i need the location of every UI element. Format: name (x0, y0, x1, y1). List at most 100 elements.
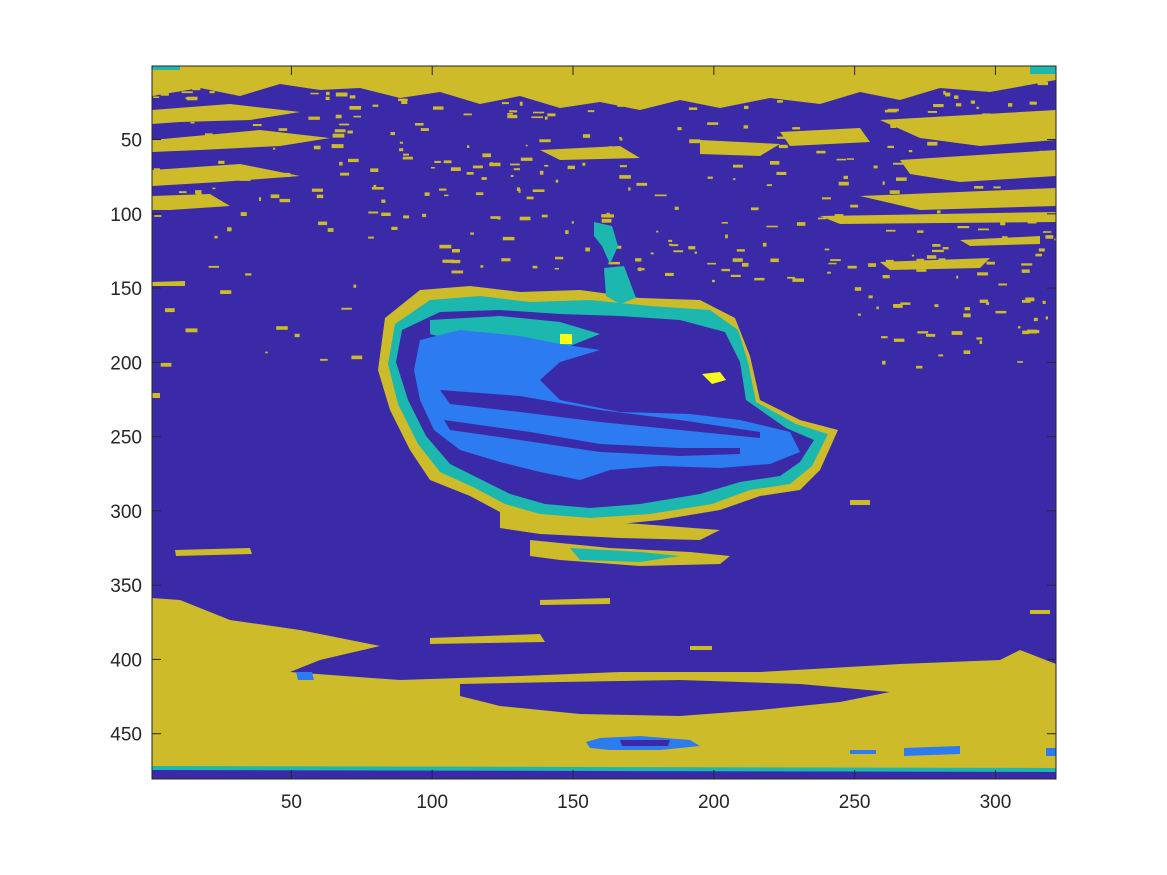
speckle (532, 265, 538, 269)
speckle (467, 145, 470, 148)
x-tick-label: 150 (557, 792, 589, 813)
speckle (316, 194, 324, 199)
speckle (348, 158, 359, 163)
speckle (326, 91, 330, 96)
speckle (240, 212, 247, 216)
speckle (987, 73, 998, 77)
speckle (1052, 213, 1056, 217)
speckle (1029, 101, 1037, 105)
speckle (608, 146, 612, 149)
speckle (541, 214, 548, 218)
speckle (787, 276, 796, 279)
speckle (927, 111, 937, 113)
speckle (654, 194, 667, 197)
x-tick-label: 50 (281, 792, 302, 813)
speckle (582, 162, 586, 166)
speckle (497, 216, 501, 220)
speckle (532, 189, 545, 192)
speckle (335, 71, 340, 73)
speckle (827, 271, 831, 274)
speckle (594, 71, 607, 76)
speckle (510, 174, 514, 177)
speckle (1021, 269, 1030, 273)
speckle (850, 204, 859, 208)
speckle (960, 85, 966, 89)
speckle (318, 221, 328, 226)
speckle (908, 150, 913, 153)
speckle (843, 139, 854, 143)
speckle (334, 74, 338, 78)
speckle (308, 116, 320, 120)
scattered-yellow-speckles (153, 70, 1056, 369)
speckle (619, 175, 631, 179)
speckle (353, 115, 361, 118)
speckle (792, 127, 801, 130)
speckle (770, 258, 779, 263)
speckle (726, 72, 735, 75)
speckle (726, 93, 736, 96)
speckle (985, 194, 996, 199)
speckle (776, 171, 787, 175)
speckle (949, 169, 954, 172)
y-tick-label: 400 (110, 650, 142, 671)
speckle (872, 71, 885, 74)
speckle (608, 261, 620, 265)
speckle (340, 172, 350, 176)
x-tick-label: 200 (698, 792, 730, 813)
speckle (868, 263, 876, 267)
central-object-region (378, 222, 838, 566)
speckle (259, 197, 261, 201)
speckle (186, 96, 198, 101)
speckle (942, 247, 949, 250)
speckle (707, 122, 719, 125)
speckle (732, 258, 743, 262)
speckle (911, 205, 923, 208)
image-plot-area (152, 66, 1056, 779)
speckle (539, 170, 544, 175)
speckle (218, 160, 225, 164)
speckle (245, 273, 252, 276)
speckle (313, 145, 321, 150)
speckle (306, 81, 316, 85)
speckle (733, 164, 743, 168)
speckle (998, 123, 1011, 128)
speckle (694, 251, 697, 254)
speckle (882, 360, 886, 365)
speckle (618, 93, 623, 96)
speckle (838, 181, 849, 186)
speckle (993, 186, 1001, 189)
speckle (821, 88, 831, 93)
speckle (636, 182, 648, 186)
speckle (766, 225, 778, 228)
speckle (658, 70, 666, 73)
speckle (334, 129, 346, 133)
speckle (638, 70, 644, 75)
speckle (916, 269, 927, 272)
speckle (711, 92, 719, 95)
speckle (893, 338, 905, 342)
speckle (565, 230, 569, 234)
speckle (830, 259, 841, 262)
speckle (669, 84, 674, 88)
speckle (510, 163, 520, 166)
speckle (938, 354, 944, 357)
mid-yellow-flecks (152, 281, 1050, 650)
speckle (502, 236, 515, 241)
speckle (509, 110, 518, 113)
speckle (352, 72, 356, 75)
speckle (544, 116, 548, 120)
speckle (501, 258, 511, 262)
speckle (370, 168, 379, 172)
y-tick-label: 250 (110, 428, 142, 449)
speckle (938, 258, 946, 262)
speckle (982, 113, 991, 116)
speckle (887, 145, 894, 148)
speckle (816, 150, 826, 154)
speckle (520, 157, 533, 161)
speckle (181, 91, 193, 94)
speckle (1025, 297, 1035, 302)
speckle (868, 295, 873, 299)
y-tick-label: 200 (110, 353, 142, 374)
speckle (886, 229, 896, 232)
speckle (945, 92, 951, 97)
